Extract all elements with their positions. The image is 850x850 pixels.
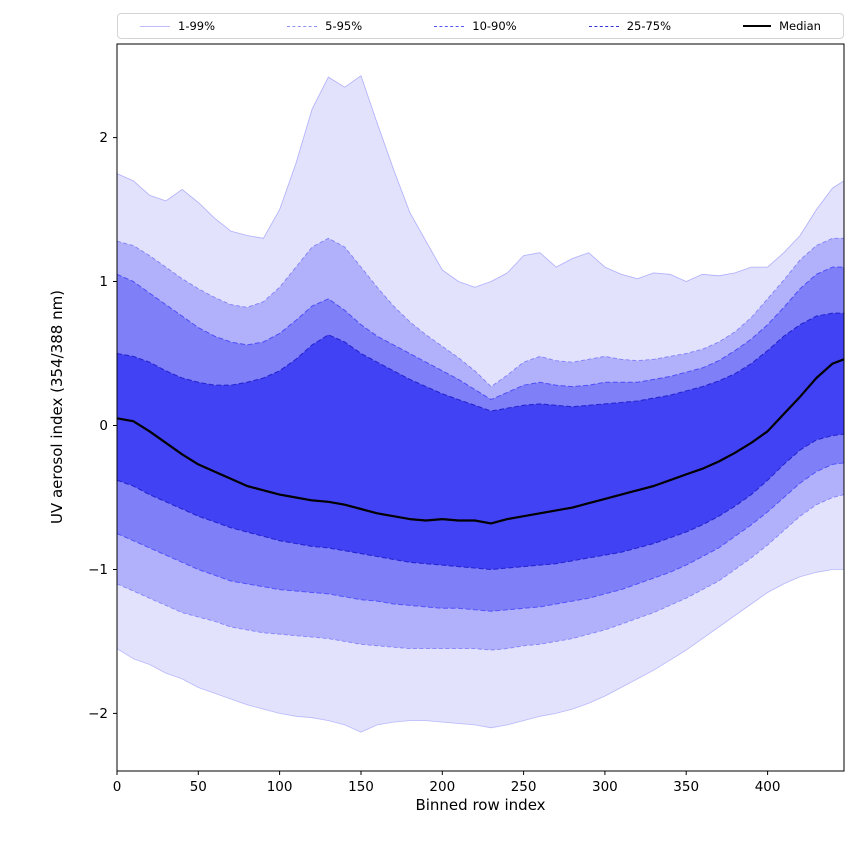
legend-line-sample-band-25-75 [588, 25, 619, 27]
edge-p5 [116, 494, 845, 651]
edge-p1 [116, 569, 844, 733]
legend-line-sample-band-5-95 [287, 25, 318, 27]
legend-label-band-10-90: 10-90% [472, 19, 517, 33]
y-axis-label: UV aerosol index (354/388 nm) [48, 289, 66, 525]
x-tick-label: 300 [592, 779, 618, 795]
legend-label-band-1-99: 1-99% [178, 19, 216, 33]
edge-p95 [116, 237, 844, 388]
y-tick-label: −2 [88, 706, 108, 722]
edge-p10 [116, 462, 845, 612]
median-line [116, 358, 845, 525]
edge-p25 [116, 433, 845, 571]
y-tick-label: 1 [99, 274, 108, 290]
legend-item-band-10-90: 10-90% [434, 19, 517, 33]
x-tick-label: 350 [673, 779, 699, 795]
legend-item-band-5-95: 5-95% [287, 19, 362, 33]
legend-item-median: Median [743, 19, 821, 33]
edge-p75 [116, 312, 844, 412]
legend-line-sample-median [743, 25, 772, 27]
x-tick-label: 400 [755, 779, 781, 795]
legend-label-median: Median [779, 19, 821, 33]
x-tick-label: 150 [348, 779, 374, 795]
y-tick-label: 2 [99, 130, 108, 146]
x-tick-label: 0 [113, 779, 122, 795]
legend-line-sample-band-1-99 [140, 25, 170, 27]
x-tick-label: 250 [511, 779, 537, 795]
plot-area: 0 50 100 150 200 250 300 350 400 −2 −1 0 1 2 [88, 43, 845, 795]
x-tick-label: 100 [267, 779, 293, 795]
plot-frame [116, 43, 845, 772]
y-tick-label: 0 [99, 418, 108, 434]
y-tick-label: −1 [88, 562, 108, 578]
legend: 1-99% 5-95% 10-90% 25-75% Median [117, 13, 844, 39]
x-axis-label: Binned row index [415, 796, 546, 814]
x-tick-label: 200 [429, 779, 455, 795]
legend-line-sample-band-10-90 [434, 25, 465, 27]
edge-p99 [116, 75, 845, 288]
legend-label-band-25-75: 25-75% [626, 19, 672, 33]
band-25-75 [117, 313, 844, 570]
legend-item-band-1-99: 1-99% [140, 19, 215, 33]
legend-item-band-25-75: 25-75% [588, 19, 672, 33]
legend-label-band-5-95: 5-95% [325, 19, 363, 33]
x-tick-label: 50 [190, 779, 207, 795]
